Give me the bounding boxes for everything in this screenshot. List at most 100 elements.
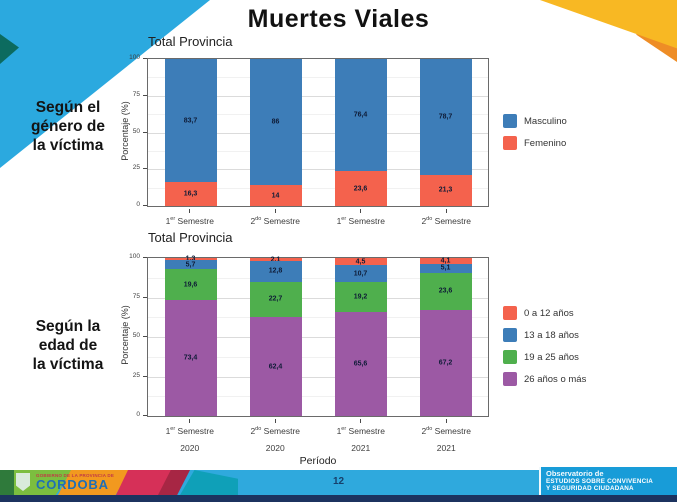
x-tick-label: 1er Semestre [336, 426, 385, 436]
bar-segment: 62,4 [249, 317, 302, 416]
gridline [148, 77, 488, 79]
legend-swatch-icon [503, 372, 517, 386]
x-tick-label: 2do Semestre [421, 426, 472, 436]
y-tick-label: 100 [129, 54, 140, 61]
bar-segment: 86 [249, 59, 302, 186]
observatory-box: Observatorio de ESTUDIOS SOBRE CONVIVENC… [539, 467, 677, 495]
gridline [148, 132, 488, 134]
stacked-bar: 78,7 21,3 [419, 59, 472, 206]
x-tick-label: 1er Semestre [336, 216, 385, 226]
bar-value-label: 23,6 [353, 185, 368, 193]
gender-chart: Total Provincia Porcentaje (%) 83,7 16,3 8… [115, 34, 675, 230]
gridline [148, 169, 488, 171]
bar-value-label: 65,6 [353, 360, 368, 368]
bar-segment: 65,6 [334, 312, 387, 416]
x-tick-mark [360, 419, 362, 423]
bar-segment: 1,3 [164, 256, 217, 263]
x-tick-mark [189, 209, 191, 213]
bar-value-label: 12,8 [268, 267, 283, 275]
legend-swatch-icon [503, 350, 517, 364]
row-label-line: edad de [38, 336, 98, 354]
x-tick-mark [445, 209, 447, 213]
x-tick-label: 2do Semestre [250, 216, 301, 226]
legend-item: 19 a 25 años [503, 350, 586, 364]
bar-segment: 14 [249, 185, 302, 206]
x-axis: 1er Semestre 2020 2do Semestre 2020 1er Seme… [147, 419, 489, 481]
stacked-bar: 86 14 [249, 59, 302, 206]
bar-value-label: 10,7 [353, 270, 368, 278]
bar-value-label: 22,7 [268, 295, 283, 303]
gridline [148, 95, 488, 97]
footer-bar: GOBIERNO DE LA PROVINCIA DE CORDOBA 12 O… [0, 467, 677, 495]
legend-label: 13 a 18 años [524, 329, 579, 341]
legend-item: Femenino [503, 136, 567, 150]
observatory-line: ESTUDIOS SOBRE CONVIVENCIA [546, 478, 654, 485]
y-tick-mark [143, 58, 147, 59]
bar-value-label: 67,2 [438, 359, 453, 367]
stacked-bar: 4,5 10,7 19,2 65,6 [334, 258, 387, 416]
bar-segment: 21,3 [419, 174, 472, 206]
bar-value-label: 78,7 [438, 113, 453, 121]
x-tick-label: 2do Semestre [421, 216, 472, 226]
y-tick-mark [143, 296, 147, 298]
x-tick-year: 2020 [180, 443, 200, 453]
y-tick-mark [143, 257, 147, 258]
bar-segment: 83,7 [164, 59, 217, 183]
bar-segment: 5,7 [164, 260, 217, 270]
y-tick-mark [143, 94, 147, 96]
legend-label: 0 a 12 años [524, 307, 574, 319]
legend-swatch-icon [503, 328, 517, 342]
gridline [148, 277, 488, 279]
y-tick-mark [143, 131, 147, 133]
page-number: 12 [332, 476, 345, 487]
legend-swatch-icon [503, 114, 517, 128]
bar-segment: 2,1 [249, 256, 302, 264]
legend-item: 26 años o más [503, 372, 586, 386]
gridline [148, 187, 488, 189]
x-axis-title: Período [299, 455, 337, 467]
x-tick-mark [189, 419, 191, 423]
ordinal-superscript: do [255, 216, 262, 223]
bar-segment: 78,7 [419, 59, 472, 175]
bar-value-label: 4,1 [440, 257, 451, 265]
legend-label: 19 a 25 años [524, 351, 579, 363]
y-tick-label: 100 [129, 253, 140, 260]
bar-value-label: 4,5 [355, 258, 366, 266]
x-tick-mark [274, 419, 276, 423]
chart-title: Total Provincia [148, 230, 233, 245]
x-tick-mark [445, 419, 447, 423]
legend-swatch-icon [503, 306, 517, 320]
bar-segment: 22,7 [249, 281, 302, 318]
bar-segment: 19,6 [164, 269, 217, 300]
y-tick-label: 75 [132, 90, 140, 98]
bar-value-label: 86 [271, 118, 280, 126]
stacked-bar: 4,1 5,1 23,6 67,2 [419, 257, 472, 416]
gridline [148, 337, 488, 338]
bar-value-label: 5,1 [440, 264, 451, 272]
x-tick-label: 1er Semestre [165, 216, 214, 226]
stacked-bar: 76,4 23,6 [334, 59, 387, 206]
bar-value-label: 5,7 [185, 261, 196, 269]
bar-value-label: 2,1 [270, 256, 281, 264]
legend-swatch-icon [503, 136, 517, 150]
x-tick-label: 2do Semestre [250, 426, 301, 436]
gridline [148, 114, 488, 116]
ordinal-superscript: er [341, 426, 347, 433]
cordoba-logo: GOBIERNO DE LA PROVINCIA DE CORDOBA [36, 473, 114, 492]
bar-segment: 76,4 [334, 59, 387, 172]
x-tick-year: 2020 [265, 443, 285, 453]
row-label-line: género de [30, 117, 106, 135]
legend-item: Masculino [503, 114, 567, 128]
x-tick-mark [360, 209, 362, 213]
y-tick-label: 0 [136, 411, 140, 418]
slide-title: Muertes Viales [247, 5, 430, 33]
bar-segment: 12,8 [249, 261, 302, 282]
gridline [148, 150, 488, 152]
legend-label: Masculino [524, 115, 567, 127]
ordinal-superscript: er [341, 216, 347, 223]
bar-segment: 10,7 [334, 265, 387, 282]
row-label-line: la víctima [32, 355, 104, 373]
cordoba-crest-icon [16, 473, 30, 491]
bar-segment: 4,1 [419, 257, 472, 265]
